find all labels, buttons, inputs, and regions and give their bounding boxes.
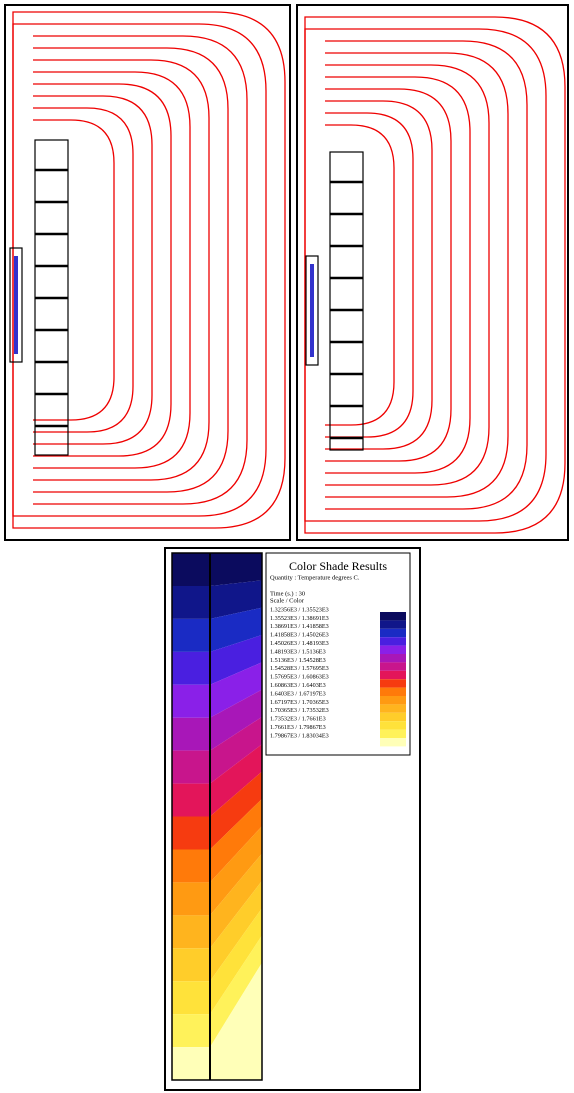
legend-range: 1.5136E3 / 1.54528E3 bbox=[270, 657, 326, 664]
legend-range: 1.6403E3 / 1.67197E3 bbox=[270, 690, 326, 697]
legend-swatch bbox=[380, 662, 406, 670]
core-inner bbox=[14, 256, 18, 354]
legend-time: Time (s.) : 30 bbox=[270, 590, 305, 597]
legend-range: 1.41858E3 / 1.45026E3 bbox=[270, 632, 329, 639]
legend-swatch bbox=[380, 646, 406, 654]
contour-line bbox=[325, 113, 413, 437]
contour-line bbox=[325, 77, 470, 473]
contour-line bbox=[33, 108, 133, 432]
figure: Color Shade Results Quantity : Temperatu… bbox=[0, 0, 574, 1093]
contour-line bbox=[33, 60, 209, 480]
legend-title: Color Shade Results bbox=[289, 559, 387, 573]
legend-swatch bbox=[380, 721, 406, 729]
legend-swatch bbox=[380, 704, 406, 712]
legend-range: 1.38691E3 / 1.41858E3 bbox=[270, 623, 329, 630]
legend-range: 1.54528E3 / 1.57695E3 bbox=[270, 665, 329, 672]
legend-quantity: Quantity : Temperature degrees C. bbox=[270, 574, 360, 581]
contour-line bbox=[13, 12, 285, 528]
legend-swatch bbox=[380, 679, 406, 687]
legend-swatch bbox=[380, 713, 406, 721]
legend-scale-header: Scale / Color bbox=[270, 597, 305, 604]
contour-line bbox=[305, 29, 546, 521]
legend-range: 1.79867E3 / 1.83034E3 bbox=[270, 732, 329, 739]
legend-range: 1.35523E3 / 1.38691E3 bbox=[270, 615, 329, 622]
legend-swatch bbox=[380, 688, 406, 696]
legend-swatch bbox=[380, 637, 406, 645]
legend-swatch bbox=[380, 738, 406, 746]
legend-range: 1.48193E3 / 1.5136E3 bbox=[270, 648, 326, 655]
temperature-band bbox=[172, 553, 262, 586]
contour-line bbox=[325, 65, 489, 485]
core-inner bbox=[310, 264, 314, 357]
contour-line bbox=[33, 96, 152, 444]
legend-swatch bbox=[380, 629, 406, 637]
contour-line bbox=[33, 36, 247, 504]
legend-swatch bbox=[380, 696, 406, 704]
contour-line bbox=[325, 101, 432, 449]
legend-swatch bbox=[380, 730, 406, 738]
legend-range: 1.60863E3 / 1.6403E3 bbox=[270, 682, 326, 689]
contour-line bbox=[325, 125, 394, 425]
legend-range: 1.32356E3 / 1.35523E3 bbox=[270, 606, 329, 613]
contour-line bbox=[325, 53, 508, 497]
legend-range: 1.70365E3 / 1.73532E3 bbox=[270, 707, 329, 714]
legend-range: 1.45026E3 / 1.48193E3 bbox=[270, 640, 329, 647]
legend-range: 1.73532E3 / 1.7661E3 bbox=[270, 716, 326, 723]
legend-swatch bbox=[380, 620, 406, 628]
legend-swatch bbox=[380, 612, 406, 620]
legend-range: 1.7661E3 / 1.79867E3 bbox=[270, 724, 326, 731]
contour-line bbox=[33, 72, 190, 468]
legend-range: 1.67197E3 / 1.70365E3 bbox=[270, 699, 329, 706]
legend-swatch bbox=[380, 671, 406, 679]
legend-swatch bbox=[380, 654, 406, 662]
contour-line bbox=[33, 120, 114, 420]
legend-range: 1.57695E3 / 1.60863E3 bbox=[270, 674, 329, 681]
